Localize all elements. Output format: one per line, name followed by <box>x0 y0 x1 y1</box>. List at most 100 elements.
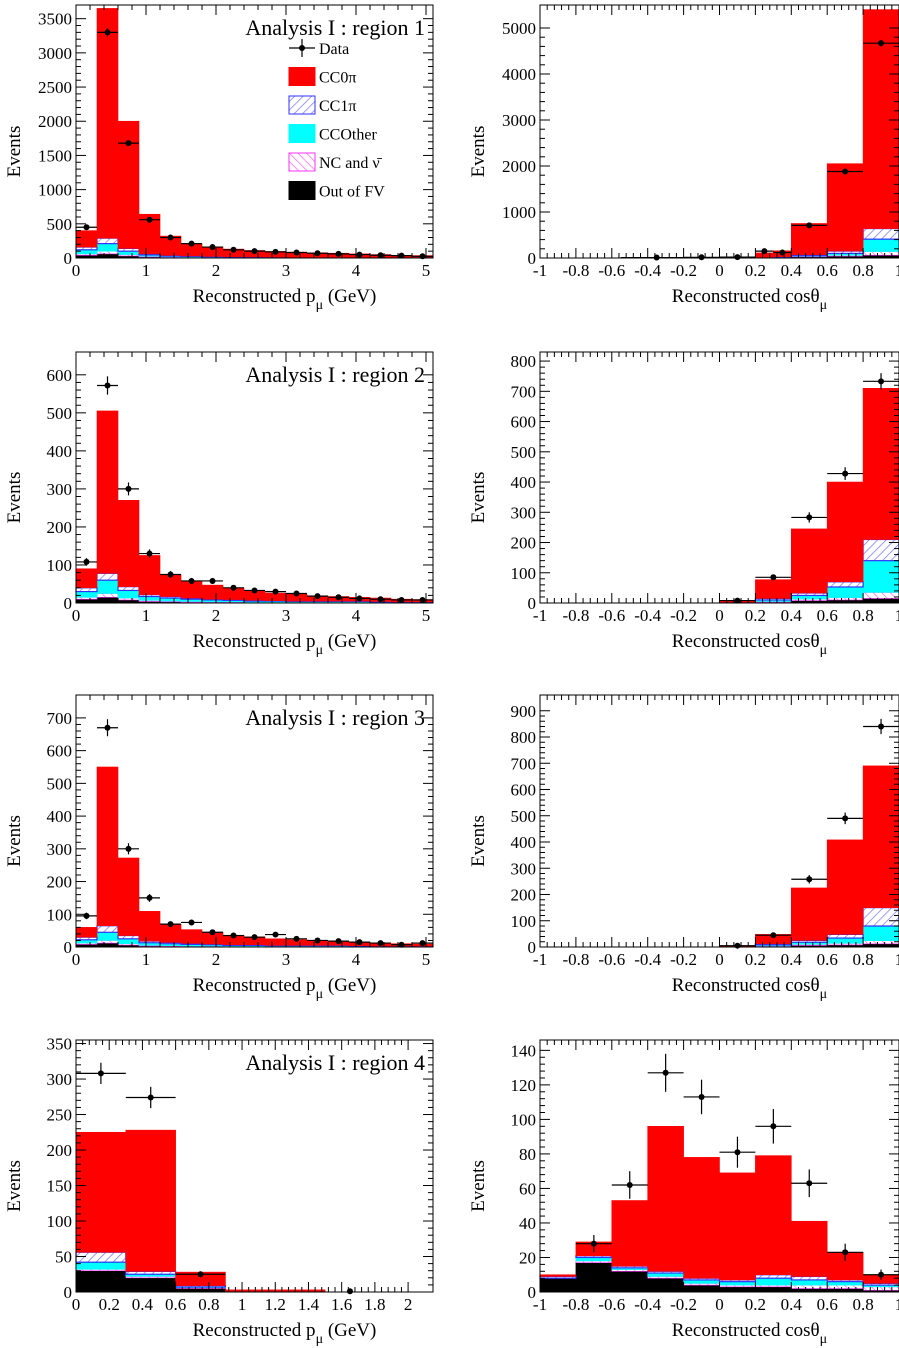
data-point-5 <box>773 249 792 256</box>
bar-OutFV-bin-2 <box>125 1277 176 1293</box>
data-point-2 <box>755 932 792 939</box>
x-tick-label: 3 <box>282 261 291 280</box>
data-marker <box>590 1240 597 1247</box>
bar-CC0pi-bin-3 <box>755 579 792 599</box>
bar-CC0pi-bin-2 <box>125 1129 176 1272</box>
legend-entry-CCOther: CCOther <box>288 124 377 144</box>
data-marker <box>314 593 321 600</box>
data-marker <box>251 587 258 594</box>
data-marker <box>806 1180 813 1187</box>
x-tick-label: -0.2 <box>670 950 697 969</box>
data-marker <box>335 594 342 601</box>
data-marker <box>698 1093 705 1100</box>
x-tick-label: -0.8 <box>562 1295 589 1314</box>
bar-CC0pi-bin-1 <box>75 568 98 589</box>
bar-OutFV-bin-9 <box>826 1288 864 1293</box>
x-axis-label-main: Reconstructed cosθ <box>672 975 820 996</box>
data-marker <box>83 912 90 919</box>
y-axis-label: Events <box>468 472 489 524</box>
data-point-5 <box>863 718 899 735</box>
x-tick-label: -0.6 <box>598 1295 625 1314</box>
data-point-8 <box>863 39 899 47</box>
data-point-6 <box>791 222 828 229</box>
legend-swatch-CCOther <box>288 124 316 143</box>
data-point-16 <box>391 596 412 603</box>
bar-CC0pi-bin-4 <box>647 1126 684 1272</box>
x-tick-label: 1 <box>142 950 151 969</box>
data-marker <box>188 577 195 584</box>
x-tick-label: 0.2 <box>745 950 766 969</box>
y-tick-label: 200 <box>47 873 73 892</box>
data-point-2 <box>755 574 792 581</box>
data-point-14 <box>349 939 370 946</box>
data-marker <box>147 1094 154 1101</box>
y-axis-label: Events <box>4 472 25 524</box>
x-tick-label: 1.6 <box>331 1295 352 1314</box>
y-axis-label: Events <box>4 1160 25 1212</box>
x-tick-label: 0.4 <box>132 1295 154 1314</box>
y-tick-label: 800 <box>511 352 537 371</box>
data-marker <box>293 590 300 597</box>
data-marker <box>806 222 813 229</box>
x-axis-label-unit: (GeV) <box>323 631 376 652</box>
y-tick-label: 120 <box>511 1076 537 1095</box>
x-tick-label: 0.2 <box>99 1295 120 1314</box>
x-tick-label: 0.8 <box>852 261 873 280</box>
data-point-7 <box>827 168 864 175</box>
data-point-8 <box>223 932 244 939</box>
x-axis-label-main: Reconstructed p <box>193 631 316 652</box>
legend-swatch-NC <box>288 152 316 172</box>
bar-CCOther-bin-2 <box>96 931 119 941</box>
legend-entry-CC1pi: CC1π <box>288 95 356 115</box>
x-axis-label: Reconstructed pμ (GeV) <box>193 631 377 658</box>
data-marker <box>734 254 741 261</box>
bar-CC0pi-bin-4 <box>138 555 161 595</box>
x-tick-label: 4 <box>352 606 361 625</box>
panel-title: Analysis I : region 2 <box>245 362 425 387</box>
y-tick-label: 0 <box>64 938 73 957</box>
x-tick-label: 0.8 <box>852 950 873 969</box>
data-point-15 <box>370 596 391 603</box>
y-tick-label: 3500 <box>38 10 72 29</box>
bar-OutFV-bin-2 <box>96 942 119 948</box>
data-marker <box>398 596 405 603</box>
y-tick-label: 150 <box>47 1177 73 1196</box>
data-point-4 <box>683 1079 720 1115</box>
data-point-7 <box>202 244 223 251</box>
bar-CC1pi-bin-6 <box>862 907 899 927</box>
plot-frame <box>75 694 434 948</box>
data-point-4 <box>827 812 864 825</box>
y-tick-label: 0 <box>528 938 537 957</box>
bar-NC-bin-5 <box>826 597 864 601</box>
data-point-1 <box>76 558 97 566</box>
data-point-17 <box>412 940 433 947</box>
data-marker <box>146 550 153 557</box>
data-point-2 <box>97 28 118 37</box>
bar-CCOther-bin-2 <box>96 243 119 252</box>
data-point-11 <box>286 935 307 942</box>
y-tick-label: 400 <box>47 807 73 826</box>
legend: Data CC0π CC1π CCOther NC and ν̄ Out of FV <box>288 39 385 201</box>
y-tick-label: 600 <box>47 742 73 761</box>
data-point-3 <box>719 254 756 261</box>
x-tick-label: 0.8 <box>852 606 873 625</box>
y-tick-label: 500 <box>511 443 537 462</box>
x-axis-label-main: Reconstructed p <box>193 1320 316 1341</box>
data-point-4 <box>827 467 864 480</box>
y-axis-label: Events <box>468 815 489 867</box>
x-tick-label: 0.8 <box>852 1295 873 1314</box>
data-marker <box>251 248 258 255</box>
y-tick-label: 800 <box>511 728 537 747</box>
bar-CC0pi-bin-5 <box>159 574 182 597</box>
data-point-12 <box>307 593 328 600</box>
y-tick-label: 700 <box>511 754 537 773</box>
bar-CCOther-bin-1 <box>75 249 98 255</box>
x-axis-label-unit: (GeV) <box>323 975 376 996</box>
bar-CC1pi-bin-1 <box>75 936 98 941</box>
data-marker <box>104 29 111 36</box>
panel-5: 0 100 200 300 400 500 600 700 0 1 2 3 4 5 Reconstructe… <box>4 694 434 1002</box>
y-tick-label: 500 <box>47 774 73 793</box>
legend-swatch-data-marker <box>299 45 305 51</box>
data-marker <box>293 935 300 942</box>
data-point-1 <box>620 254 693 261</box>
